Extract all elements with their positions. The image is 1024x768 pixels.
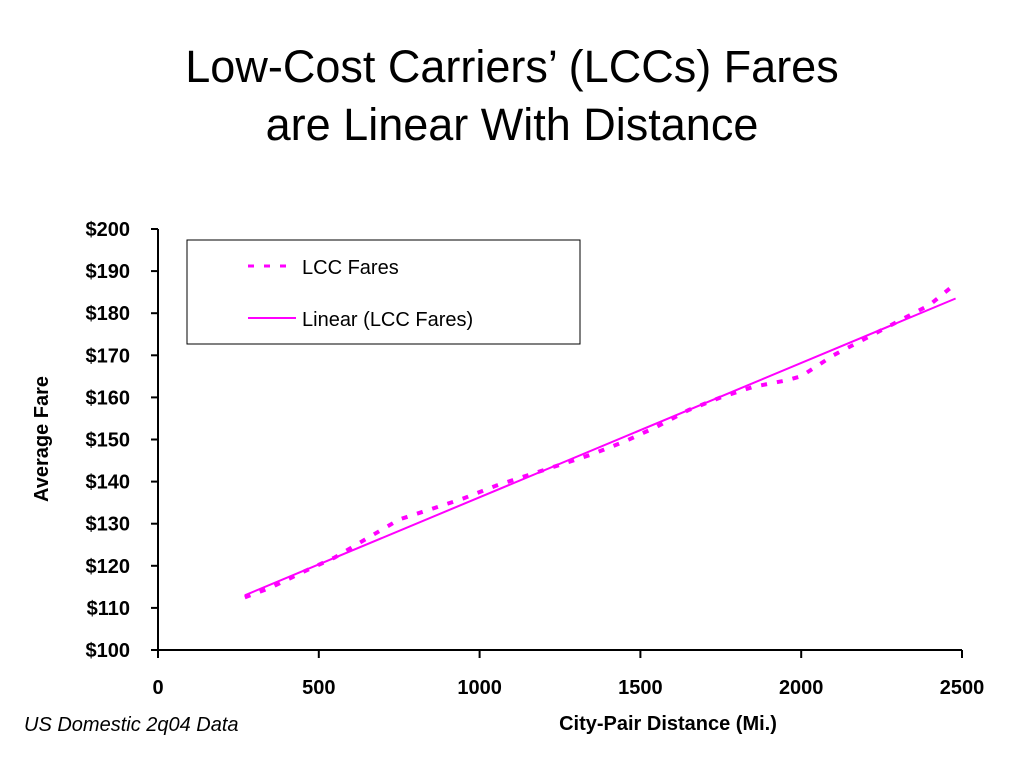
x-axis-ticks: 0 500 1000 1500 2000 2500 xyxy=(152,650,984,699)
y-tick-label: $180 xyxy=(86,303,131,325)
x-tick-label: 1000 xyxy=(457,677,502,699)
series-line-linear-lcc-fares xyxy=(244,297,956,597)
x-tick-label: 0 xyxy=(152,677,163,699)
y-tick-label: $170 xyxy=(86,345,131,367)
x-tick-label: 2500 xyxy=(940,677,985,699)
y-tick-label: $190 xyxy=(86,261,131,283)
page-title: Low-Cost Carriers’ (LCCs) Fares are Line… xyxy=(0,38,1024,154)
y-tick-label: $120 xyxy=(86,556,131,578)
legend-box xyxy=(186,239,581,345)
x-tick-label: 500 xyxy=(302,677,335,699)
x-tick-label: 2000 xyxy=(779,677,824,699)
legend-label-lcc-fares: LCC Fares xyxy=(302,257,399,279)
y-tick-label: $110 xyxy=(87,598,130,620)
chart-legend: LCC Fares Linear (LCC Fares) xyxy=(186,239,581,345)
y-axis-ticks: $100 $110 $120 $130 $140 $150 $160 $170 $180 $190… xyxy=(86,219,158,662)
x-tick-label: 1500 xyxy=(618,677,663,699)
x-axis-label: City-Pair Distance (Mi.) xyxy=(559,713,777,735)
y-tick-label: $100 xyxy=(86,640,131,662)
y-axis-label: Average Fare xyxy=(31,376,53,502)
title-line-1: Low-Cost Carriers’ (LCCs) Fares xyxy=(185,41,839,92)
y-tick-label: $160 xyxy=(86,387,131,409)
y-tick-label: $200 xyxy=(86,219,131,241)
series-layer xyxy=(244,282,957,600)
series-line-lcc-fares xyxy=(244,282,957,600)
title-line-2: are Linear With Distance xyxy=(265,99,759,150)
data-source-note: US Domestic 2q04 Data xyxy=(24,714,239,736)
y-tick-label: $150 xyxy=(86,430,131,452)
y-tick-label: $140 xyxy=(86,472,131,494)
legend-label-linear-lcc-fares: Linear (LCC Fares) xyxy=(302,309,473,331)
y-tick-label: $130 xyxy=(86,514,131,536)
